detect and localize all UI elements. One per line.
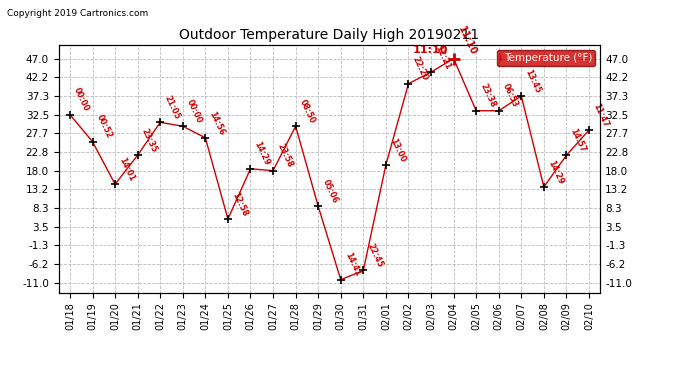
Text: 00:00: 00:00: [72, 86, 91, 113]
Text: 14:41: 14:41: [343, 252, 362, 278]
Text: 06:53: 06:53: [501, 82, 520, 109]
Text: 00:52: 00:52: [95, 113, 114, 140]
Text: 11:10: 11:10: [456, 25, 478, 57]
Legend: Temperature (°F): Temperature (°F): [497, 50, 595, 66]
Text: 05:06: 05:06: [320, 178, 339, 205]
Text: 21:05: 21:05: [162, 94, 181, 121]
Text: 12:21: 12:21: [433, 44, 452, 70]
Text: 22:45: 22:45: [366, 242, 384, 269]
Text: 23:58: 23:58: [275, 142, 294, 169]
Text: 00:00: 00:00: [185, 98, 204, 124]
Text: 13:00: 13:00: [388, 136, 407, 164]
Text: 14:29: 14:29: [253, 140, 272, 167]
Text: 23:38: 23:38: [478, 82, 497, 109]
Text: 13:45: 13:45: [524, 68, 542, 94]
Text: 11:47: 11:47: [591, 102, 610, 129]
Text: 11:10: 11:10: [413, 45, 448, 56]
Text: 14:01: 14:01: [117, 156, 136, 183]
Text: Copyright 2019 Cartronics.com: Copyright 2019 Cartronics.com: [7, 9, 148, 18]
Text: 14:29: 14:29: [546, 159, 565, 185]
Text: 14:56: 14:56: [208, 110, 226, 136]
Text: 12:58: 12:58: [230, 190, 249, 217]
Text: 08:50: 08:50: [298, 98, 317, 124]
Text: 14:57: 14:57: [569, 127, 587, 154]
Title: Outdoor Temperature Daily High 20190211: Outdoor Temperature Daily High 20190211: [179, 28, 480, 42]
Text: 22:20: 22:20: [411, 55, 430, 82]
Text: 23:35: 23:35: [140, 127, 159, 154]
